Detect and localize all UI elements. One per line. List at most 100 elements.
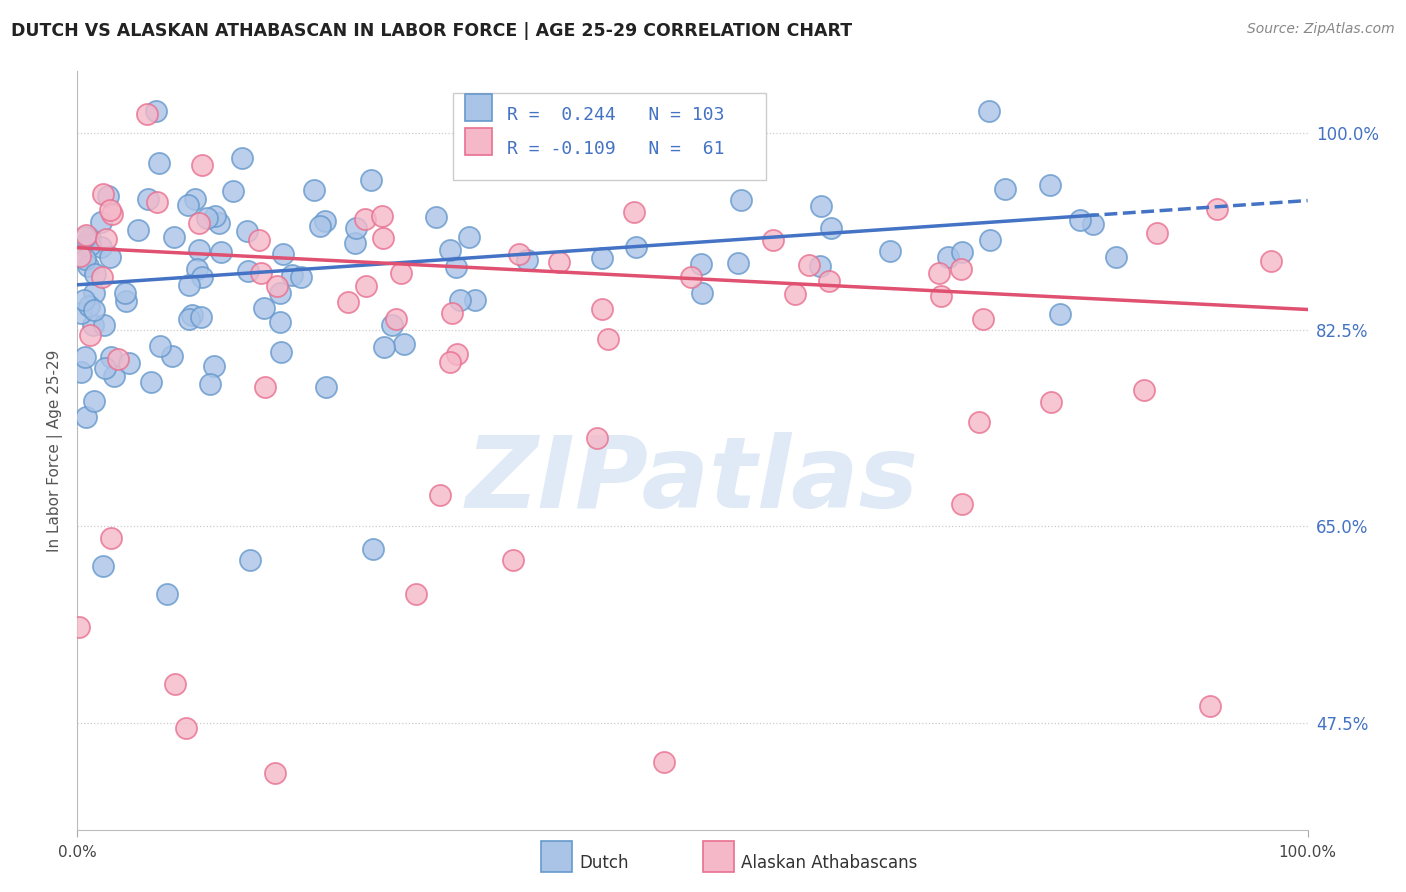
Point bbox=[820, 220, 842, 235]
Point bbox=[381, 318, 404, 333]
Y-axis label: In Labor Force | Age 25-29: In Labor Force | Age 25-29 bbox=[48, 350, 63, 551]
Point bbox=[1205, 202, 1227, 217]
Point bbox=[439, 355, 461, 369]
Point bbox=[336, 294, 359, 309]
Text: R =  0.244   N = 103: R = 0.244 N = 103 bbox=[506, 106, 724, 124]
Point bbox=[444, 260, 467, 274]
Point bbox=[222, 185, 245, 199]
Point bbox=[83, 303, 105, 318]
Point bbox=[163, 230, 186, 244]
Point bbox=[82, 318, 104, 332]
Point bbox=[690, 257, 713, 271]
Point bbox=[127, 223, 149, 237]
Point bbox=[100, 531, 122, 545]
Point bbox=[187, 216, 209, 230]
Point bbox=[100, 207, 122, 221]
Point bbox=[392, 337, 415, 351]
Point bbox=[187, 243, 209, 257]
Point bbox=[449, 293, 471, 307]
Point bbox=[354, 212, 377, 227]
Point bbox=[314, 214, 336, 228]
Point bbox=[302, 184, 325, 198]
Point bbox=[385, 311, 408, 326]
Point bbox=[1146, 226, 1168, 240]
Point bbox=[936, 250, 959, 264]
Point bbox=[950, 244, 973, 259]
Point bbox=[972, 312, 994, 326]
Point bbox=[253, 380, 276, 394]
Point bbox=[596, 332, 619, 346]
Text: R = -0.109   N =  61: R = -0.109 N = 61 bbox=[506, 140, 724, 159]
Point bbox=[429, 487, 451, 501]
Point bbox=[591, 302, 613, 317]
Point bbox=[174, 722, 197, 736]
Point bbox=[679, 270, 702, 285]
Point bbox=[186, 262, 208, 277]
Point bbox=[1039, 178, 1062, 192]
Point bbox=[690, 285, 713, 300]
Point bbox=[135, 106, 157, 120]
Point bbox=[91, 558, 114, 573]
Point bbox=[1040, 395, 1063, 409]
Point bbox=[263, 766, 285, 780]
Point bbox=[69, 249, 91, 263]
Point bbox=[439, 244, 461, 258]
Point bbox=[231, 152, 253, 166]
Point bbox=[145, 103, 167, 118]
Point bbox=[96, 232, 118, 246]
Point bbox=[73, 351, 96, 365]
Point bbox=[103, 369, 125, 384]
Point bbox=[209, 245, 232, 260]
Point bbox=[360, 172, 382, 186]
Point bbox=[799, 259, 821, 273]
Point bbox=[516, 253, 538, 268]
Point bbox=[236, 264, 259, 278]
Text: ZIPatlas: ZIPatlas bbox=[465, 433, 920, 529]
Point bbox=[83, 393, 105, 408]
Text: Source: ZipAtlas.com: Source: ZipAtlas.com bbox=[1247, 22, 1395, 37]
Point bbox=[1133, 383, 1156, 397]
Point bbox=[929, 289, 952, 303]
Point bbox=[235, 224, 257, 238]
Point bbox=[652, 755, 675, 769]
Point bbox=[309, 219, 332, 233]
Point bbox=[191, 269, 214, 284]
Point bbox=[269, 315, 291, 329]
Point bbox=[727, 256, 749, 270]
Point bbox=[969, 415, 991, 429]
Point bbox=[440, 306, 463, 320]
Point bbox=[266, 278, 288, 293]
Point bbox=[139, 375, 162, 389]
Point bbox=[370, 209, 392, 223]
Point bbox=[75, 410, 97, 425]
Point bbox=[373, 231, 395, 245]
Point bbox=[238, 553, 260, 567]
Point bbox=[249, 267, 271, 281]
Point bbox=[107, 352, 129, 367]
Point bbox=[270, 345, 292, 359]
Point bbox=[979, 233, 1001, 247]
Point bbox=[198, 377, 221, 392]
Point bbox=[762, 233, 785, 247]
Point bbox=[77, 260, 100, 274]
Point bbox=[83, 286, 105, 301]
Point bbox=[810, 199, 832, 213]
Point bbox=[586, 431, 609, 445]
Text: Alaskan Athabascans: Alaskan Athabascans bbox=[741, 855, 917, 872]
Point bbox=[785, 286, 807, 301]
Text: DUTCH VS ALASKAN ATHABASCAN IN LABOR FORCE | AGE 25-29 CORRELATION CHART: DUTCH VS ALASKAN ATHABASCAN IN LABOR FOR… bbox=[11, 22, 852, 40]
Point bbox=[950, 262, 973, 277]
Point bbox=[208, 217, 231, 231]
Point bbox=[177, 311, 200, 326]
Text: Dutch: Dutch bbox=[579, 855, 628, 872]
Point bbox=[114, 286, 136, 301]
Point bbox=[75, 227, 97, 242]
Point bbox=[184, 192, 207, 206]
Point bbox=[269, 285, 291, 300]
Point bbox=[79, 237, 101, 252]
Point bbox=[83, 267, 105, 281]
Point bbox=[156, 587, 179, 601]
Point bbox=[315, 379, 337, 393]
Point bbox=[290, 270, 312, 285]
Point bbox=[1049, 307, 1071, 321]
